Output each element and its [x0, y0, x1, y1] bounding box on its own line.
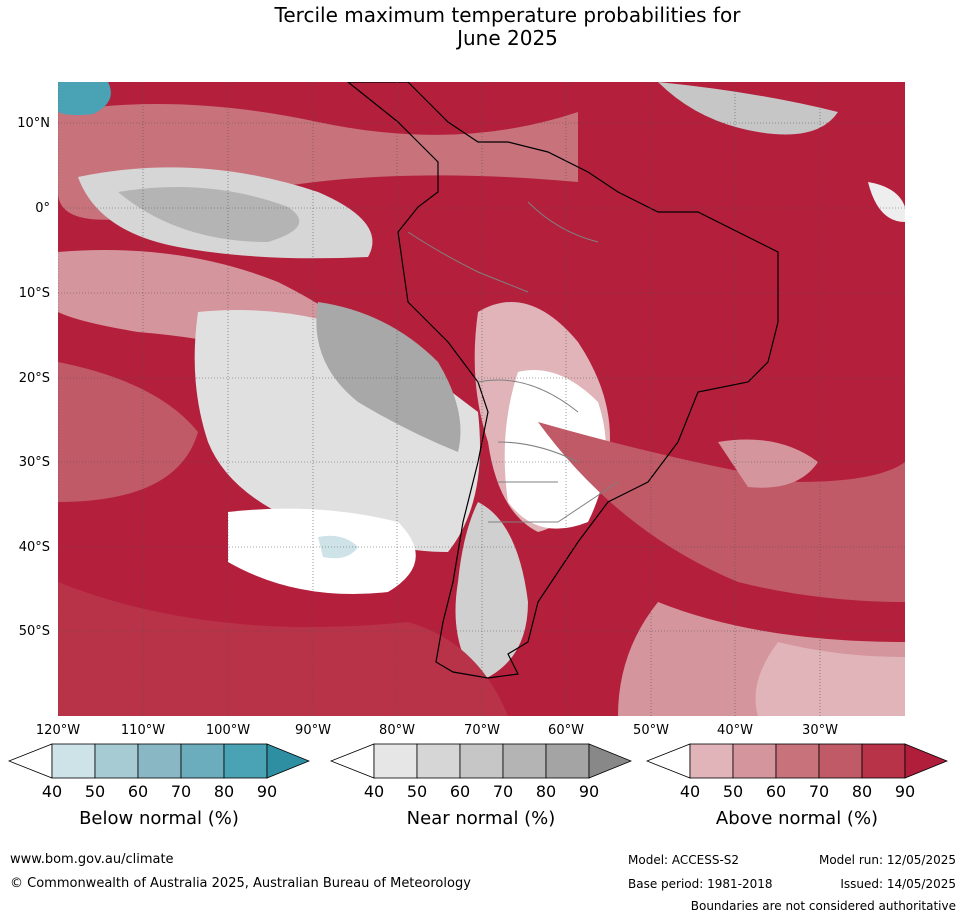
region-below-normal-northwest: [58, 82, 111, 116]
lat-label-30s: 30°S: [18, 455, 50, 470]
cbar-near-seg-1: [373, 743, 418, 779]
lon-label-30w: 30°W: [802, 723, 838, 738]
cbar-above-seg-1: [689, 743, 734, 779]
cbar-above-tick-90: 90: [894, 782, 916, 801]
cbar-above-tick-60: 60: [765, 782, 787, 801]
cbar-below-tick-40: 40: [41, 782, 63, 801]
region-above-south-atlantic: [538, 422, 905, 602]
region-near-normal-dark-equatorial: [118, 187, 300, 242]
cbar-near-tick-40: 40: [363, 782, 385, 801]
cbar-near-tick-60: 60: [449, 782, 471, 801]
cbar-near-tick-50: 50: [406, 782, 428, 801]
colorbar-above-normal: [646, 743, 948, 779]
cbar-below-seg-4: [180, 743, 225, 779]
region-near-normal-atlantic: [868, 182, 905, 222]
cbar-below-title: Below normal (%): [79, 808, 239, 829]
cbar-above-tick-50: 50: [722, 782, 744, 801]
cbar-near-seg-3: [459, 743, 504, 779]
cbar-near-tick-80: 80: [535, 782, 557, 801]
chart-title: Tercile maximum temperature probabilitie…: [0, 4, 965, 50]
cbar-above-seg-6: [904, 743, 948, 779]
disclaimer-text: Boundaries are not considered authoritat…: [690, 899, 956, 913]
cbar-above-tick-80: 80: [851, 782, 873, 801]
lon-label-80w: 80°W: [379, 723, 415, 738]
cbar-near-seg-6: [588, 743, 632, 779]
region-above-light-atlantic: [718, 439, 818, 488]
cbar-below-seg-2: [94, 743, 139, 779]
cbar-below-tick-80: 80: [213, 782, 235, 801]
region-above-southwest: [58, 362, 198, 502]
copyright-text: © Commonwealth of Australia 2025, Austra…: [10, 876, 471, 891]
title-line-1: Tercile maximum temperature probabilitie…: [274, 3, 741, 27]
base-period-text: Base period: 1981-2018: [628, 877, 773, 891]
model-run-text: Model run: 12/05/2025: [818, 853, 956, 867]
graticule-vertical: [58, 82, 821, 716]
lat-label-20s: 20°S: [18, 371, 50, 386]
region-near-normal-dark-coast: [316, 302, 461, 452]
lat-label-0: 0°: [35, 201, 50, 216]
lon-label-110w: 110°W: [120, 723, 166, 738]
cbar-above-seg-2: [732, 743, 777, 779]
lon-label-70w: 70°W: [464, 723, 500, 738]
colorbar-below-normal: [8, 743, 310, 779]
cbar-near-tick-70: 70: [492, 782, 514, 801]
cbar-below-seg-0: [8, 743, 53, 779]
cbar-below-seg-3: [137, 743, 182, 779]
probability-map: [58, 82, 905, 716]
cbar-above-seg-4: [818, 743, 863, 779]
cbar-above-seg-5: [861, 743, 906, 779]
cbar-below-tick-60: 60: [127, 782, 149, 801]
lat-label-40s: 40°S: [18, 540, 50, 555]
country-boundaries: [407, 201, 619, 523]
lon-label-90w: 90°W: [295, 723, 331, 738]
lon-label-120w: 120°W: [35, 723, 81, 738]
cbar-above-title: Above normal (%): [715, 808, 879, 829]
lat-label-10n: 10°N: [17, 116, 50, 131]
cbar-near-tick-90: 90: [578, 782, 600, 801]
cbar-above-seg-3: [775, 743, 820, 779]
cbar-above-seg-0: [646, 743, 691, 779]
model-text: Model: ACCESS-S2: [628, 853, 740, 867]
region-near-normal-caribbean: [658, 82, 838, 135]
region-above-light-southeast: [755, 642, 905, 716]
lon-label-100w: 100°W: [205, 723, 251, 738]
graticule-horizontal: [58, 122, 905, 632]
website-link[interactable]: www.bom.gov.au/climate: [10, 852, 174, 867]
cbar-near-seg-2: [416, 743, 461, 779]
cbar-below-seg-6: [266, 743, 310, 779]
region-near-normal-patagonia: [455, 502, 528, 682]
cbar-below-tick-50: 50: [84, 782, 106, 801]
region-below-40-interior: [504, 370, 606, 529]
cbar-near-title: Near normal (%): [406, 808, 556, 829]
cbar-above-tick-70: 70: [808, 782, 830, 801]
cbar-below-seg-1: [51, 743, 96, 779]
cbar-below-tick-90: 90: [256, 782, 278, 801]
cbar-near-seg-0: [330, 743, 375, 779]
cbar-below-seg-5: [223, 743, 268, 779]
region-above-south-pacific: [58, 582, 508, 716]
cbar-above-tick-40: 40: [679, 782, 701, 801]
lon-label-60w: 60°W: [548, 723, 584, 738]
map-svg: [58, 82, 905, 716]
lon-label-50w: 50°W: [633, 723, 669, 738]
lon-label-40w: 40°W: [717, 723, 753, 738]
issued-text: Issued: 14/05/2025: [840, 877, 956, 891]
colorbar-near-normal: [330, 743, 632, 779]
lat-label-50s: 50°S: [18, 624, 50, 639]
cbar-below-tick-70: 70: [170, 782, 192, 801]
title-line-2: June 2025: [457, 26, 558, 50]
cbar-near-seg-5: [545, 743, 590, 779]
coastline-south-america: [347, 82, 779, 679]
cbar-near-seg-4: [502, 743, 547, 779]
lat-label-10s: 10°S: [18, 286, 50, 301]
